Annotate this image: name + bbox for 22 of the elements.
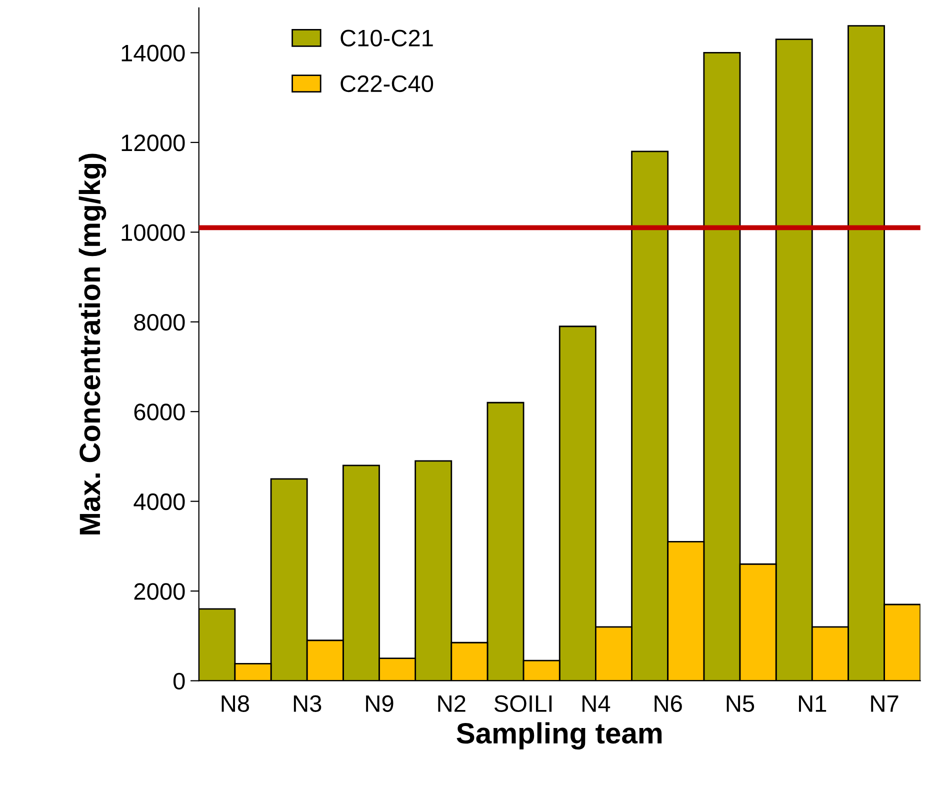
y-axis-title: Max. Concentration (mg/kg) bbox=[78, 154, 106, 534]
y-tick-label: 14000 bbox=[122, 44, 185, 62]
x-tick-label: N6 bbox=[654, 695, 682, 712]
x-tick-label: N7 bbox=[871, 696, 898, 712]
y-tick-label: 0 bbox=[173, 672, 185, 690]
y-tick-label: 6000 bbox=[134, 404, 185, 420]
legend-label: C10-C21 bbox=[340, 30, 433, 46]
x-tick-label: N1 bbox=[798, 696, 826, 712]
y-tick-label: 10000 bbox=[122, 224, 185, 241]
legend-label: C22-C40 bbox=[340, 75, 434, 92]
x-tick-label: N5 bbox=[726, 696, 754, 712]
x-tick-label: N2 bbox=[438, 695, 466, 712]
x-tick-label: N3 bbox=[294, 695, 322, 712]
x-tick-label: N4 bbox=[582, 696, 610, 712]
y-tick-label: 8000 bbox=[134, 314, 185, 331]
y-tick-label: 12000 bbox=[122, 134, 185, 152]
x-axis-title: Sampling team bbox=[456, 722, 662, 750]
y-tick-label: 2000 bbox=[134, 583, 185, 600]
x-tick-label: SOILI bbox=[494, 695, 552, 712]
x-tick-label: N8 bbox=[222, 695, 250, 712]
x-tick-label: N9 bbox=[366, 695, 394, 712]
y-tick-label: 4000 bbox=[134, 493, 185, 510]
